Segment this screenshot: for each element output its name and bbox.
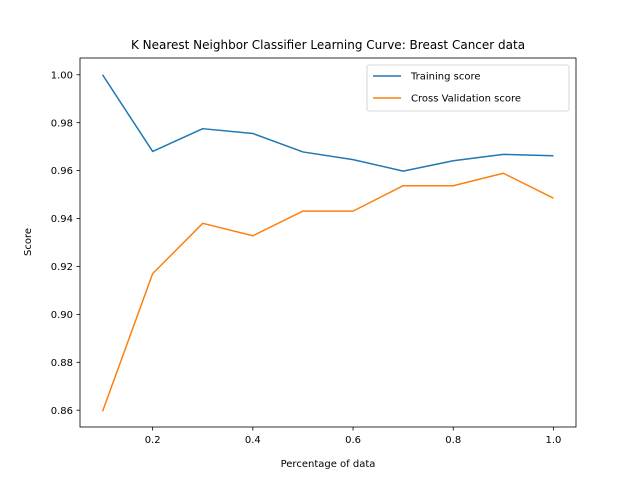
x-axis-label: Percentage of data — [281, 459, 376, 470]
legend-box — [366, 64, 570, 112]
x-tick-label: 0.6 — [345, 435, 361, 446]
x-tick-label: 0.8 — [445, 435, 461, 446]
x-tick-label: 0.2 — [145, 435, 161, 446]
y-tick-label: 0.98 — [51, 118, 73, 129]
series-line-training-score — [101, 74, 554, 172]
series-line-cross-validation-score — [101, 172, 554, 412]
y-tick-label: 0.94 — [51, 214, 73, 225]
legend-label: Cross Validation score — [411, 94, 521, 105]
y-tick-label: 0.86 — [51, 406, 73, 417]
x-tick-label: 0.4 — [245, 435, 261, 446]
plot-area: 0.2 0.4 0.6 0.8 1.0 0.86 0.88 0.90 0.92 0.94 0.96 0… — [51, 57, 577, 446]
y-axis-label: Score — [23, 228, 34, 256]
y-tick-label: 0.96 — [51, 166, 73, 177]
x-tick-label: 1.0 — [546, 435, 562, 446]
y-tick-label: 0.92 — [51, 262, 73, 273]
legend-label: Training score — [410, 72, 481, 83]
y-tick-label: 0.90 — [51, 310, 73, 321]
y-tick-label: 1.00 — [51, 70, 73, 81]
chart-title: K Nearest Neighbor Classifier Learning C… — [131, 38, 525, 52]
axes-frame — [79, 57, 577, 428]
y-tick-label: 0.88 — [51, 358, 73, 369]
